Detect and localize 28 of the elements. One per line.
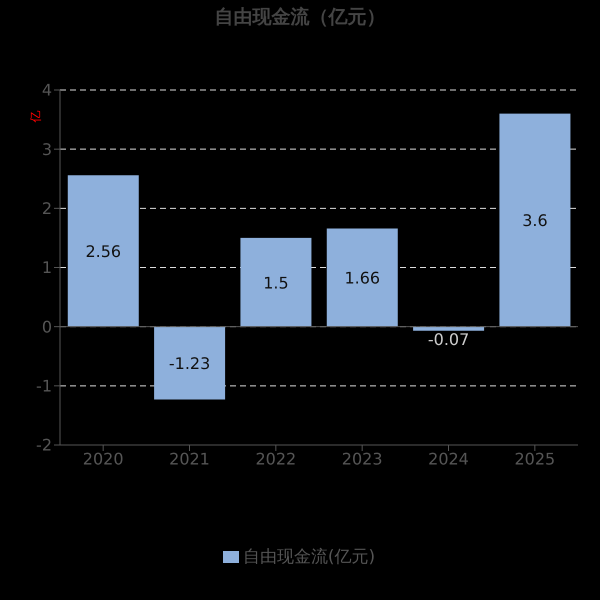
data-label: 3.6 (522, 211, 548, 230)
y-tick-label: 2 (42, 199, 52, 218)
x-tick-label: 2020 (82, 449, 124, 468)
x-tick-label: 2021 (169, 449, 210, 468)
x-tick-label: 2025 (514, 449, 556, 468)
bar (499, 114, 570, 327)
bar (240, 238, 312, 327)
y-tick-label: -1 (36, 376, 52, 396)
y-tick-label: 1 (42, 258, 52, 278)
bar (154, 326, 226, 400)
x-tick-label: 2023 (342, 449, 383, 468)
chart-title: 自由现金流（亿元） (214, 5, 386, 30)
data-label: -1.23 (168, 354, 210, 374)
y-tick-label: 4 (42, 80, 52, 100)
bar (413, 326, 484, 331)
data-label: 1.66 (344, 268, 380, 288)
y-tick-label: 3 (42, 140, 52, 159)
x-tick-label: 2022 (255, 449, 296, 468)
data-label: -0.07 (428, 330, 470, 349)
x-tick-label: 2024 (428, 449, 469, 468)
bar (326, 228, 398, 327)
bar (68, 175, 139, 327)
y-tick-label: -2 (36, 436, 52, 455)
y-tick-label: 0 (42, 317, 52, 336)
data-label: 2.56 (85, 242, 122, 261)
y-axis-title: 亿 (28, 110, 44, 122)
data-label: 1.5 (263, 273, 289, 292)
legend-label: 自由现金流(亿元) (242, 547, 376, 567)
